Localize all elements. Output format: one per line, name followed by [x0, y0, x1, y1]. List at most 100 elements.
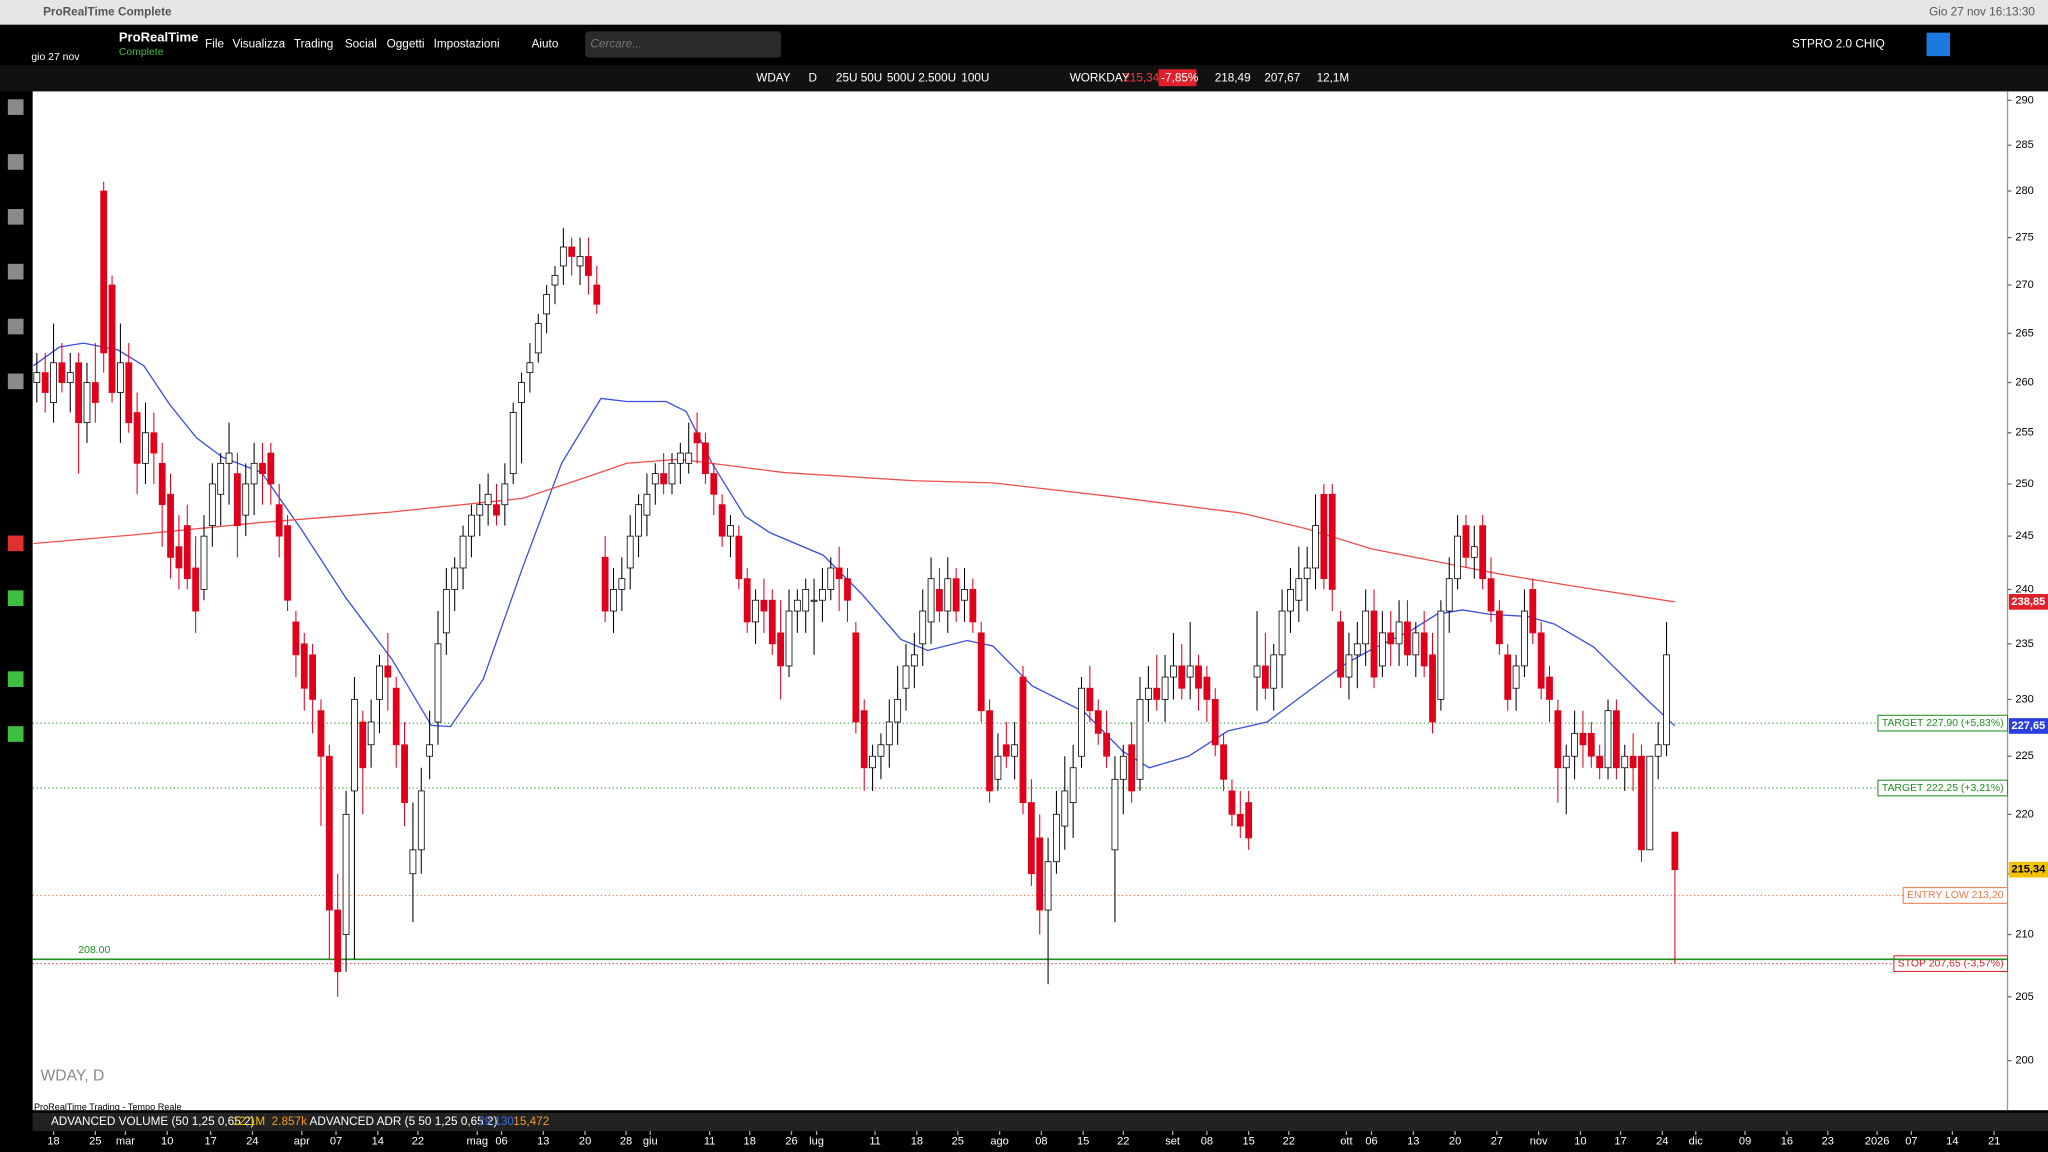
menu-item[interactable]: Oggetti: [387, 38, 425, 51]
candle-body: [1554, 710, 1562, 769]
candle-body: [1069, 767, 1077, 803]
x-tick-label: 07: [1905, 1135, 1917, 1147]
candle-body: [484, 493, 492, 506]
candle-body: [952, 578, 960, 612]
y-tick-label: 260: [2015, 376, 2034, 388]
tool[interactable]: [7, 373, 24, 390]
tool[interactable]: [7, 535, 24, 552]
candle-body: [1387, 632, 1395, 645]
candle-body: [1429, 654, 1436, 723]
tool[interactable]: [7, 318, 24, 335]
candle-body: [1303, 567, 1311, 580]
y-tick-label: 210: [2015, 928, 2034, 940]
candle-body: [50, 362, 57, 403]
account[interactable]: STPRO 2.0 CHIQ: [1792, 38, 1885, 51]
candle-body: [158, 462, 166, 506]
candle-body: [1220, 744, 1227, 780]
menu-item[interactable]: File: [205, 38, 224, 51]
last-price: 215,34: [1123, 71, 1159, 84]
candle-body: [760, 599, 768, 612]
period[interactable]: D: [808, 71, 817, 84]
symbol[interactable]: WDAY: [756, 71, 791, 84]
date: gio 27 nov: [31, 52, 80, 63]
candle-body: [1111, 778, 1119, 851]
candle-body: [910, 654, 918, 667]
unit-button[interactable]: 25U: [836, 71, 858, 84]
menu-item[interactable]: Aiuto: [532, 38, 559, 51]
candle-body: [167, 493, 174, 558]
level-label: ENTRY LOW 213,20: [1907, 890, 2004, 901]
menu-item[interactable]: Impostazioni: [434, 38, 500, 51]
candle-body: [117, 362, 124, 393]
candle-body: [1094, 710, 1102, 734]
x-tick-label: 06: [1365, 1135, 1377, 1147]
candle-body: [1253, 665, 1261, 678]
candle-body: [501, 483, 509, 506]
count[interactable]: 100U: [961, 71, 989, 84]
candle-body: [1086, 687, 1094, 712]
x-tick-label: mag: [466, 1135, 488, 1147]
tool[interactable]: [7, 671, 24, 688]
candle-body: [593, 284, 601, 305]
candle-body: [1345, 654, 1353, 678]
candle-body: [961, 589, 968, 601]
time-axis: [0, 1131, 2048, 1152]
candle-body: [309, 654, 317, 700]
tool[interactable]: [7, 590, 24, 607]
x-tick-label: 2026: [1865, 1135, 1890, 1147]
tool[interactable]: [7, 99, 24, 115]
level-label: STOP 207,65 (-3,57%): [1898, 958, 2004, 969]
candle-body: [568, 246, 576, 257]
x-tick-label: 18: [47, 1135, 59, 1147]
level-label-box: [1877, 779, 2009, 797]
x-tick-label: 27: [1491, 1135, 1503, 1147]
level-label: TARGET 222,25 (+3,21%): [1882, 783, 2004, 794]
x-tick-label: 26: [785, 1135, 797, 1147]
menu-item[interactable]: Visualizza: [232, 38, 285, 51]
tool[interactable]: [7, 263, 24, 280]
icon[interactable]: [1926, 32, 1951, 57]
candle-body: [710, 473, 718, 495]
candle-body: [1128, 744, 1136, 792]
unit-button[interactable]: 50U: [861, 71, 883, 84]
chart-toolbar: [0, 65, 2048, 92]
x-tick-label: 24: [1656, 1135, 1668, 1147]
candle-body: [977, 632, 985, 712]
level-label: TARGET 227,90 (+5,83%): [1882, 718, 2004, 729]
unit-button[interactable]: 500U: [887, 71, 915, 84]
chart-label: WDAY, D: [40, 1067, 104, 1084]
candle-body: [1629, 755, 1637, 769]
candle-body: [1395, 621, 1403, 645]
candle-body: [1044, 861, 1052, 911]
candle-body: [1161, 676, 1169, 700]
x-tick-label: 18: [744, 1135, 756, 1147]
instrument-name: WORKDAY: [1070, 71, 1130, 84]
y-tick-label: 255: [2015, 427, 2034, 439]
tool[interactable]: [7, 726, 24, 742]
candle-body: [1579, 732, 1587, 746]
app-toolbar: [0, 24, 2048, 66]
price-tag: [2008, 594, 2048, 610]
menu-item[interactable]: Trading: [294, 38, 333, 51]
x-tick-label: 20: [1449, 1135, 1461, 1147]
candle-body: [100, 190, 108, 354]
x-tick-label: nov: [1530, 1135, 1548, 1147]
menu-item[interactable]: Social: [345, 38, 377, 51]
tool[interactable]: [7, 208, 24, 225]
candle-body: [668, 462, 676, 485]
candle-body: [768, 599, 776, 645]
candle-body: [835, 567, 843, 580]
unit-button[interactable]: 2.500U: [918, 71, 956, 84]
candle-body: [1287, 589, 1294, 612]
candle-body: [877, 744, 885, 757]
candle-body: [108, 284, 116, 393]
candle-body: [827, 567, 835, 590]
candle-body: [743, 578, 751, 623]
search-box[interactable]: [585, 31, 782, 58]
candle-body: [1019, 676, 1027, 803]
y-tick-label: 220: [2015, 808, 2034, 820]
candle-body: [1245, 802, 1253, 839]
tool[interactable]: [7, 154, 24, 170]
candle-body: [1278, 610, 1286, 656]
candle-body: [392, 687, 400, 746]
